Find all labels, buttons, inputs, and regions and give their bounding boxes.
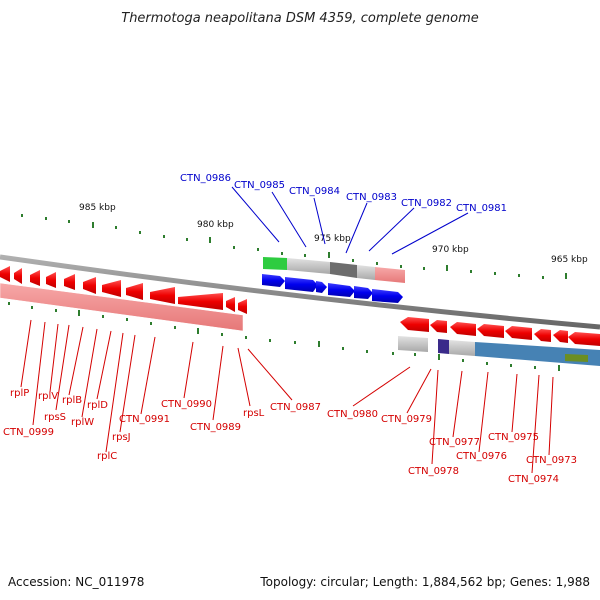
- gene-label-rpss[interactable]: rpsS: [44, 412, 66, 423]
- gene-label-ctn0989[interactable]: CTN_0989: [190, 422, 241, 433]
- topology-text: Topology: circular; Length: 1,884,562 bp…: [259, 575, 590, 589]
- genome-backbone: [0, 254, 600, 330]
- connectors-right: [352, 366, 554, 474]
- gene-label-ctn0984[interactable]: CTN_0984: [289, 186, 340, 197]
- gene-label-rpld[interactable]: rplD: [87, 400, 108, 411]
- gene-label-ctn0985[interactable]: CTN_0985: [234, 180, 285, 191]
- gene-label-ctn0981[interactable]: CTN_0981: [456, 203, 507, 214]
- gene-label-ctn0999[interactable]: CTN_0999: [3, 427, 54, 438]
- gene-label-rplv[interactable]: rplV: [38, 391, 58, 402]
- gene-label-ctn0979[interactable]: CTN_0979: [381, 414, 432, 425]
- gene-label-ctn0975[interactable]: CTN_0975: [488, 432, 539, 443]
- gene-label-ctn0973[interactable]: CTN_0973: [526, 455, 577, 466]
- gene-label-ctn0977[interactable]: CTN_0977: [429, 437, 480, 448]
- outer-scale-ticks: [21, 214, 567, 279]
- connectors-left: [20, 319, 293, 453]
- gene-label-ctn0978[interactable]: CTN_0978: [408, 466, 459, 477]
- connectors-top: [231, 186, 469, 255]
- gene-track-right-reverse: [400, 317, 600, 346]
- gene-label-ctn0990[interactable]: CTN_0990: [161, 399, 212, 410]
- tick-label-965: 965 kbp: [551, 255, 588, 265]
- gene-track-left-reverse: [0, 266, 247, 314]
- gene-label-ctn0983[interactable]: CTN_0983: [346, 192, 397, 203]
- gene-label-ctn0991[interactable]: CTN_0991: [119, 414, 170, 425]
- gene-label-ctn0980[interactable]: CTN_0980: [327, 409, 378, 420]
- gene-label-ctn0982[interactable]: CTN_0982: [401, 198, 452, 209]
- gene-label-rplc[interactable]: rplC: [97, 451, 117, 462]
- gene-label-ctn0974[interactable]: CTN_0974: [508, 474, 559, 485]
- gene-track-right-gray-small: [398, 336, 428, 352]
- accession-text: Accession: NC_011978: [8, 575, 144, 589]
- gene-track-center-forward: [262, 274, 403, 303]
- gene-label-ctn0987[interactable]: CTN_0987: [270, 402, 321, 413]
- gene-label-rplw[interactable]: rplW: [71, 417, 94, 428]
- genome-title: Thermotoga neapolitana DSM 4359, complet…: [121, 11, 479, 26]
- gene-label-ctn0976[interactable]: CTN_0976: [456, 451, 507, 462]
- gene-track-right-band: [438, 339, 600, 366]
- gene-track-center-band: [263, 257, 405, 283]
- gene-label-rplp[interactable]: rplP: [10, 388, 29, 399]
- gene-label-rpsl[interactable]: rpsL: [243, 408, 265, 419]
- tick-label-985: 985 kbp: [79, 203, 116, 213]
- tick-label-970: 970 kbp: [432, 245, 469, 255]
- gene-label-rplb[interactable]: rplB: [62, 395, 82, 406]
- inner-scale-ticks: [8, 302, 560, 371]
- gene-track-left-band: [0, 282, 244, 332]
- tick-label-980: 980 kbp: [197, 220, 234, 230]
- gene-label-rpsj[interactable]: rpsJ: [112, 432, 131, 443]
- tick-label-975: 975 kbp: [314, 234, 351, 244]
- gene-label-ctn0986[interactable]: CTN_0986: [180, 173, 231, 184]
